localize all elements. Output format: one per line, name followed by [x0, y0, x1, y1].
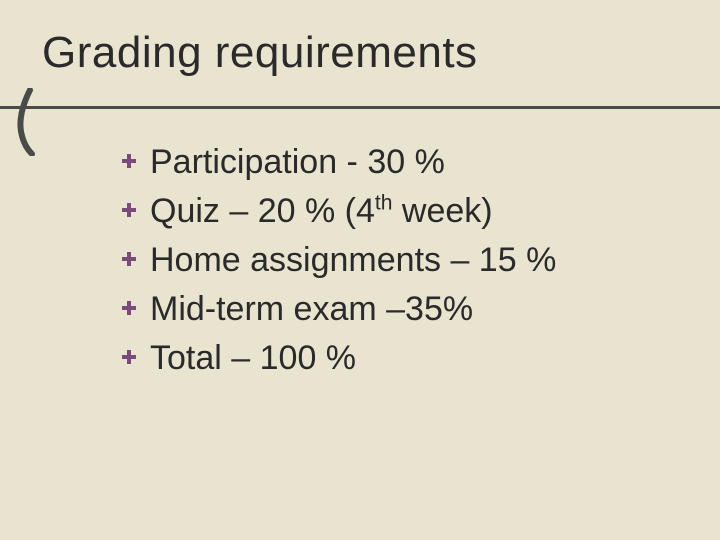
- bullet-icon: [122, 301, 136, 315]
- list-item: Participation - 30 %: [122, 140, 684, 185]
- bullet-icon: [122, 252, 136, 266]
- title-underline: [0, 106, 720, 109]
- slide-title: Grading requirements: [42, 28, 684, 78]
- slide-container: Grading requirements Participation - 30 …: [0, 0, 720, 540]
- list-item: Mid-term exam –35%: [122, 287, 684, 332]
- bullet-icon: [122, 350, 136, 364]
- bullet-list: Participation - 30 % Quiz – 20 % (4th we…: [122, 140, 684, 380]
- bullet-icon: [122, 203, 136, 217]
- bullet-icon: [122, 154, 136, 168]
- list-item: Home assignments – 15 %: [122, 238, 684, 283]
- list-item-text: Mid-term exam –35%: [150, 287, 473, 332]
- list-item: Quiz – 20 % (4th week): [122, 189, 684, 234]
- list-item: Total – 100 %: [122, 336, 684, 381]
- accent-stroke-icon: [14, 88, 36, 156]
- list-item-text: Total – 100 %: [150, 336, 356, 381]
- list-item-text: Home assignments – 15 %: [150, 238, 556, 283]
- list-item-text: Quiz – 20 % (4th week): [150, 189, 493, 234]
- list-item-text: Participation - 30 %: [150, 140, 445, 185]
